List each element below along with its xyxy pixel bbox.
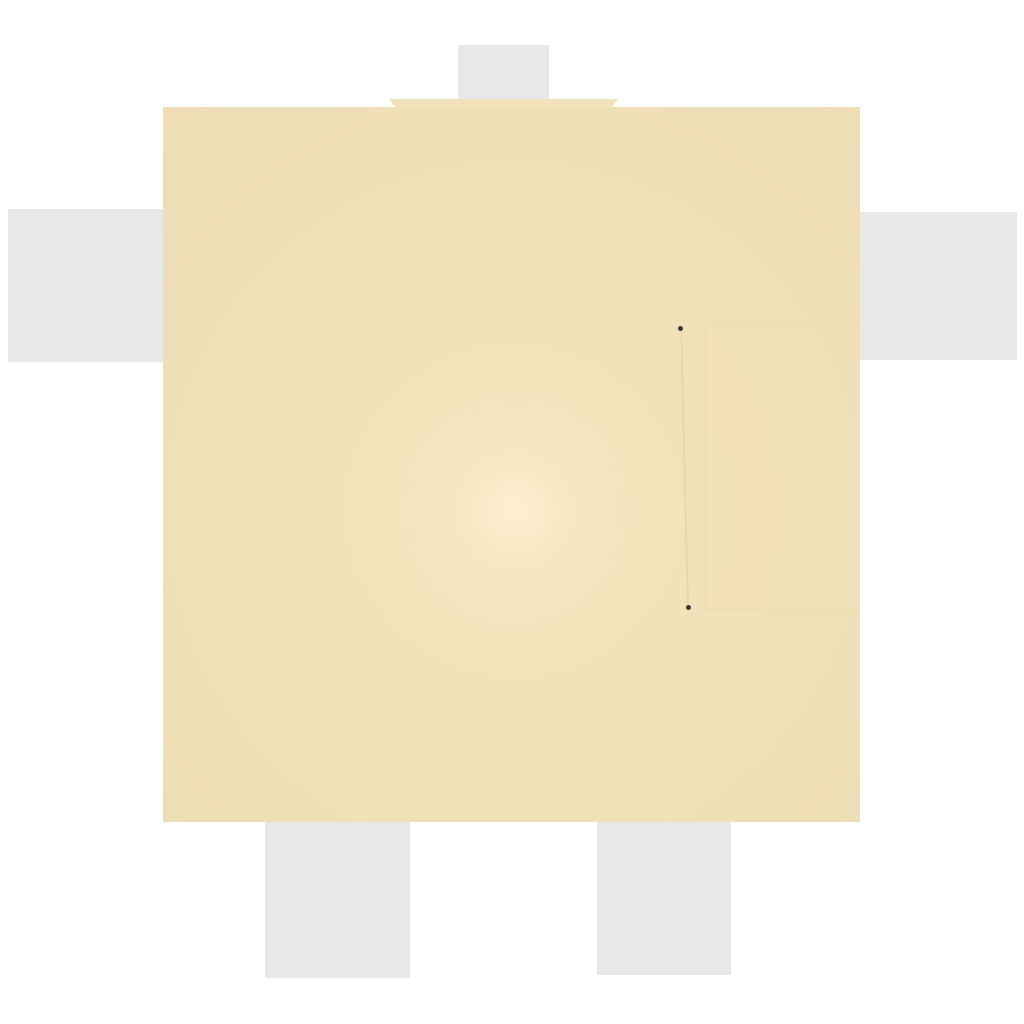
bottom-right-gray-block [597,822,731,975]
left-gray-block [8,209,164,362]
top-panel-lip [389,99,618,108]
right-inset-outline [705,325,860,611]
bottom-left-gray-block [265,822,410,978]
right-gray-block [860,212,1017,360]
inset-connector-line [681,328,689,607]
marker-dot-bottom [686,605,691,610]
marker-dot-top [678,326,683,331]
main-beige-panel [163,107,860,822]
top-gray-block [458,45,549,107]
